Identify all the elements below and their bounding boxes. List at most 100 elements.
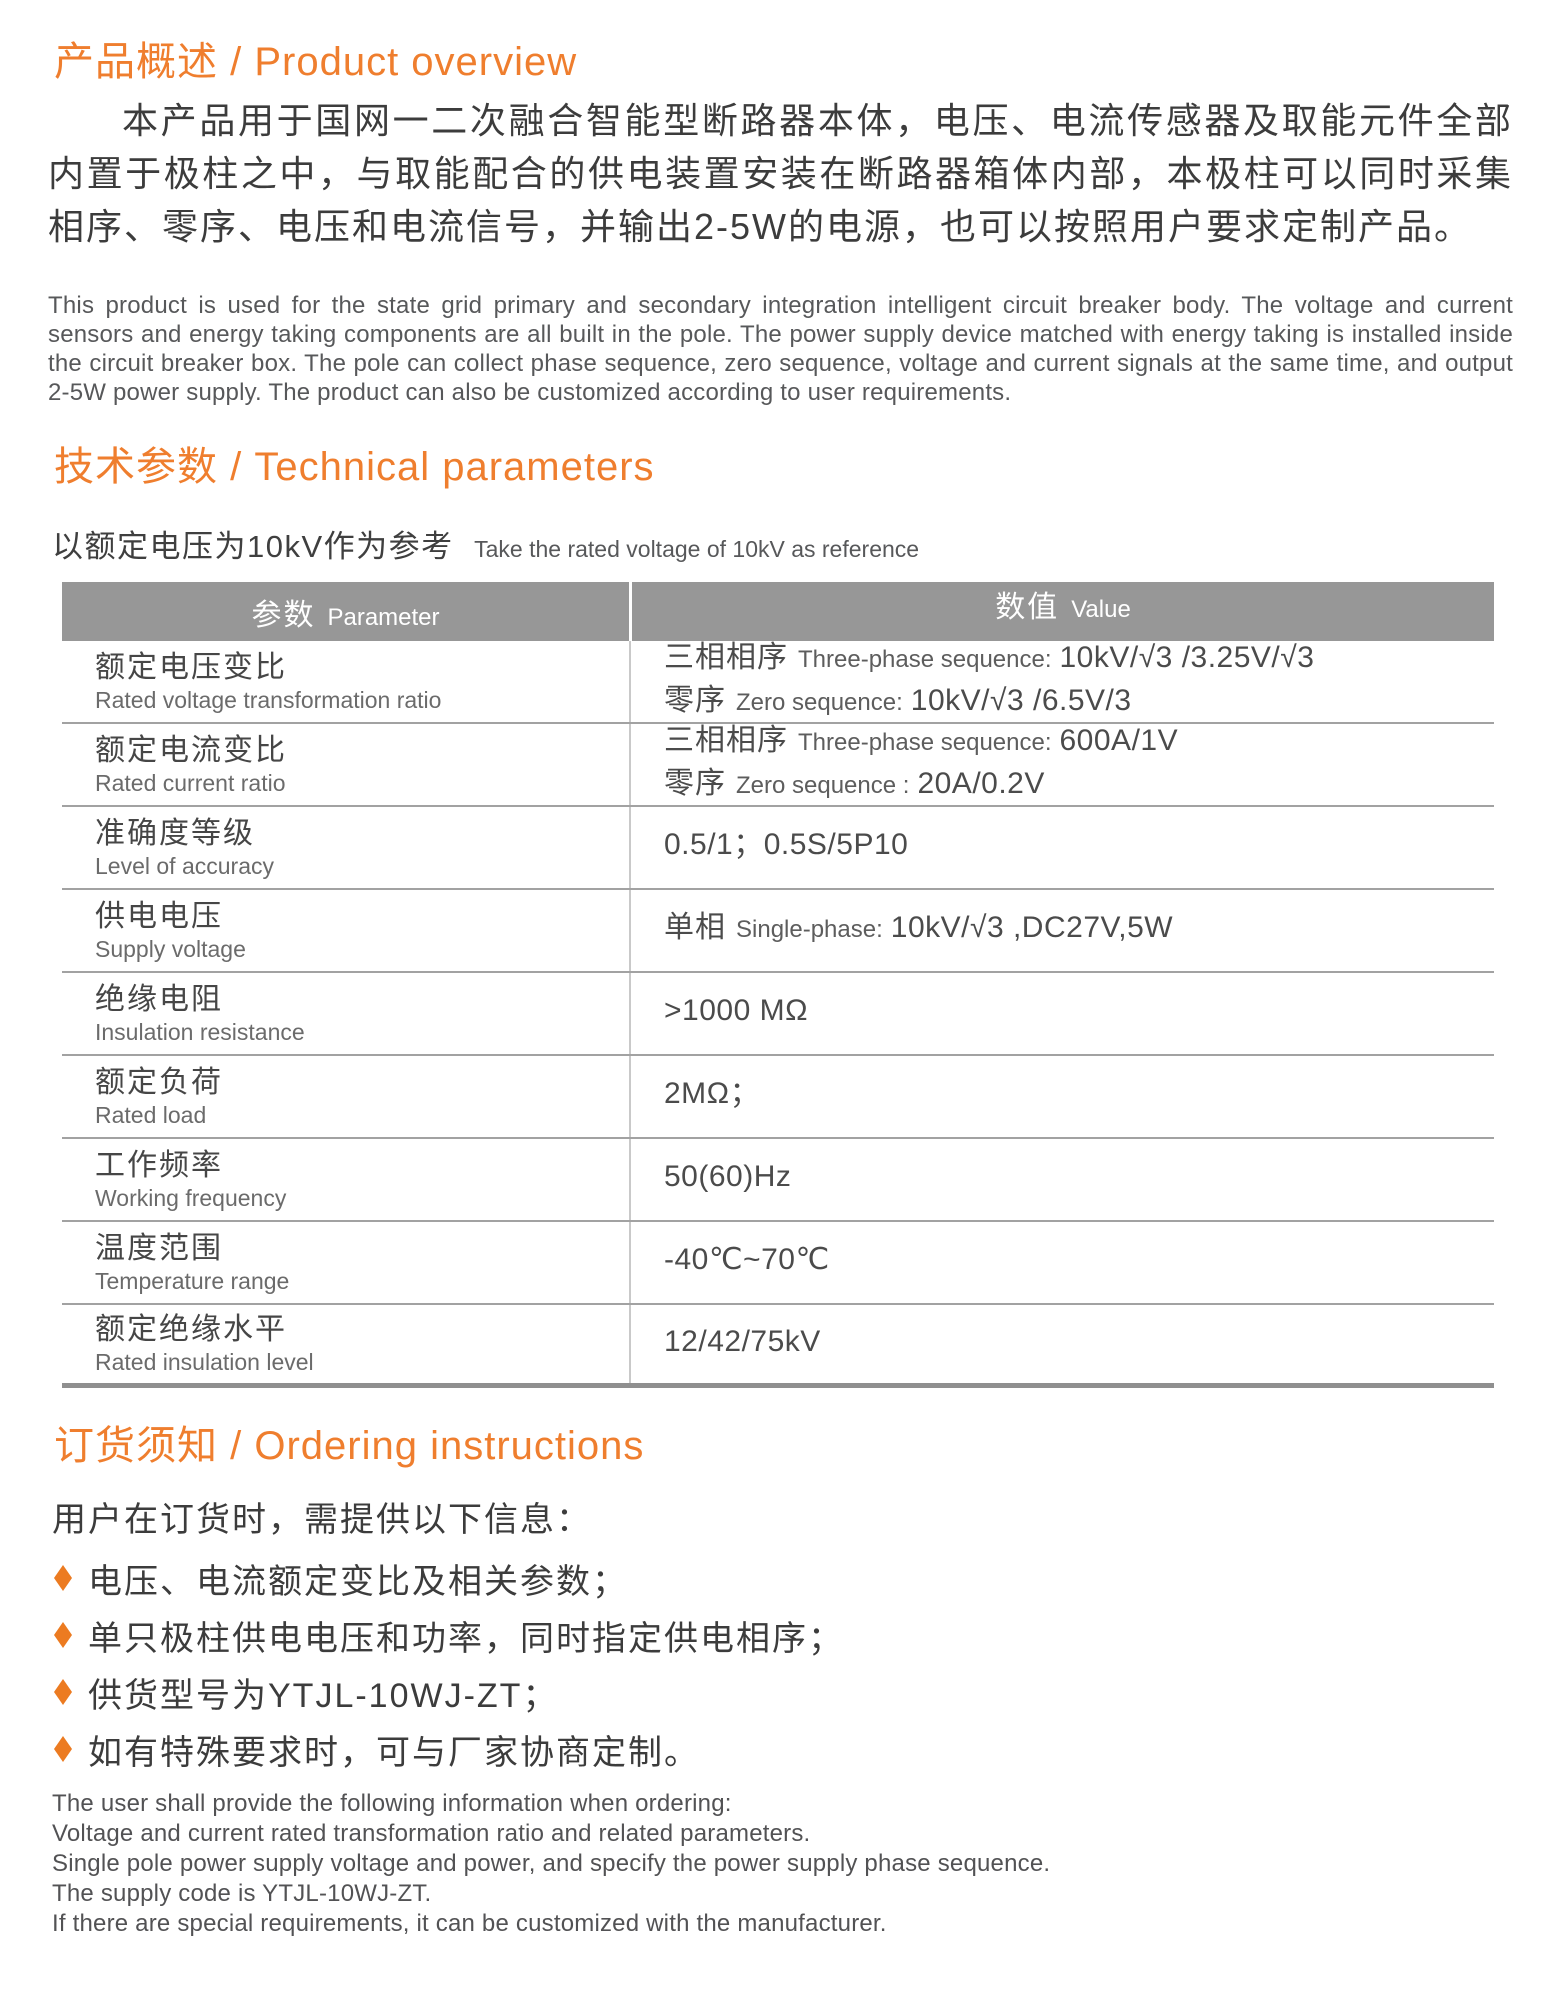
table-row: 额定负荷 Rated load 2MΩ；: [62, 1056, 1494, 1139]
parameter-name-cn: 额定绝缘水平: [95, 1313, 287, 1346]
value-line: 50(60)Hz: [664, 1158, 1494, 1201]
header-value-en: Value: [1071, 596, 1131, 623]
value-label-cn: 三相相序: [664, 723, 788, 757]
value-line: 三相相序 Three-phase sequence: 10kV/√3 /3.25V/…: [664, 639, 1494, 682]
value-text: >1000 MΩ: [664, 994, 809, 1027]
parameter-name-en: Rated current ratio: [95, 769, 286, 796]
parameter-name-cn: 额定电流变比: [95, 733, 287, 767]
reference-note-en: Take the rated voltage of 10kV as refere…: [474, 536, 920, 562]
parameter-cell: 准确度等级 Level of accuracy: [62, 807, 629, 888]
value-line: 三相相序 Three-phase sequence: 600A/1V: [664, 722, 1494, 765]
value-line: 12/42/75kV: [664, 1323, 1494, 1366]
table-header-row: 参数 Parameter 数值 Value: [62, 582, 1494, 641]
value-label-en: Single-phase:: [736, 916, 883, 943]
list-item: 如有特殊要求时，可与厂家协商定制。: [48, 1729, 1513, 1772]
footer-line: The user shall provide the following inf…: [52, 1790, 732, 1817]
diamond-bullet-icon: [54, 1736, 72, 1762]
table-row: 额定电流变比 Rated current ratio 三相相序 Three-pha…: [62, 724, 1494, 807]
table-row: 温度范围 Temperature range -40℃~70℃: [62, 1222, 1494, 1305]
value-cell: 2MΩ；: [629, 1056, 1494, 1137]
header-value-cn: 数值: [995, 591, 1060, 624]
bullet-text: 单只极柱供电电压和功率，同时指定供电相序；: [88, 1619, 844, 1658]
parameter-name-cn: 供电电压: [95, 899, 223, 933]
bullet-text: 如有特殊要求时，可与厂家协商定制。: [88, 1733, 700, 1772]
value-line: -40℃~70℃: [664, 1241, 1494, 1284]
list-item: 电压、电流额定变比及相关参数；: [48, 1558, 1513, 1601]
diamond-bullet-icon: [54, 1679, 72, 1705]
footer-line: The supply code is YTJL-10WJ-ZT.: [52, 1880, 432, 1907]
parameter-name-en: Rated insulation level: [95, 1349, 314, 1375]
parameter-cell: 绝缘电阻 Insulation resistance: [62, 973, 629, 1054]
value-cell: 12/42/75kV: [629, 1305, 1494, 1383]
value-label-en: Zero sequence:: [736, 688, 903, 716]
parameter-name-en: Level of accuracy: [95, 852, 274, 879]
value-cell: 三相相序 Three-phase sequence: 600A/1V 零序 Zero …: [629, 724, 1494, 805]
parameter-name-en: Temperature range: [95, 1267, 290, 1294]
ordering-footer: The user shall provide the following inf…: [52, 1789, 1513, 1939]
value-cell: 单相 Single-phase: 10kV/√3 ,DC27V,5W: [629, 890, 1494, 971]
value-label-cn: 单相: [664, 911, 726, 944]
parameter-name-en: Rated load: [95, 1101, 207, 1128]
value-label-en: Three-phase sequence:: [798, 728, 1052, 756]
table-row: 额定电压变比 Rated voltage transformation rati…: [62, 641, 1494, 724]
table-row: 供电电压 Supply voltage 单相 Single-phase: 10kV/…: [62, 890, 1494, 973]
parameter-cell: 额定电压变比 Rated voltage transformation rati…: [62, 641, 629, 722]
value-line: >1000 MΩ: [664, 992, 1494, 1035]
value-cell: 50(60)Hz: [629, 1139, 1494, 1220]
ordering-intro: 用户在订货时，需提供以下信息：: [52, 1501, 592, 1539]
table-row: 额定绝缘水平 Rated insulation level 12/42/75kV: [62, 1305, 1494, 1388]
footer-line: Single pole power supply voltage and pow…: [52, 1850, 1051, 1877]
parameter-cell: 额定电流变比 Rated current ratio: [62, 724, 629, 805]
parameter-cell: 额定绝缘水平 Rated insulation level: [62, 1305, 629, 1383]
table-row: 准确度等级 Level of accuracy 0.5/1；0.5S/5P10: [62, 807, 1494, 890]
value-label-en: Zero sequence :: [736, 771, 910, 799]
value-text: 12/42/75kV: [664, 1324, 821, 1358]
value-text: 10kV/√3 /6.5V/3: [910, 683, 1132, 717]
overview-paragraph-cn: 本产品用于国网一二次融合智能型断路器本体，电压、电流传感器及取能元件全部内置于极…: [48, 100, 1513, 247]
value-line: 零序 Zero sequence :20A/0.2V: [664, 765, 1494, 808]
header-parameter-cn: 参数: [251, 598, 316, 632]
parameter-name-cn: 绝缘电阻: [95, 982, 223, 1016]
table-row: 绝缘电阻 Insulation resistance >1000 MΩ: [62, 973, 1494, 1056]
table-row: 工作频率 Working frequency 50(60)Hz: [62, 1139, 1494, 1222]
ordering-heading: 订货须知 / Ordering instructions: [54, 1424, 645, 1468]
value-text: 10kV/√3 /3.25V/√3: [1059, 640, 1315, 674]
footer-line: If there are special requirements, it ca…: [52, 1910, 887, 1937]
parameter-name-en: Insulation resistance: [95, 1018, 305, 1045]
value-line: 单相 Single-phase: 10kV/√3 ,DC27V,5W: [664, 909, 1494, 952]
value-text: 0.5/1；0.5S/5P10: [664, 828, 909, 861]
value-label-cn: 零序: [664, 683, 726, 717]
value-label-cn: 三相相序: [664, 640, 788, 674]
parameter-name-cn: 准确度等级: [95, 816, 255, 850]
value-line: 0.5/1；0.5S/5P10: [664, 826, 1494, 869]
header-cell-value: 数值 Value: [629, 582, 1494, 641]
footer-line: Voltage and current rated transformation…: [52, 1820, 811, 1847]
parameter-cell: 温度范围 Temperature range: [62, 1222, 629, 1303]
parameter-name-cn: 工作频率: [95, 1148, 223, 1182]
parameter-cell: 额定负荷 Rated load: [62, 1056, 629, 1137]
value-line: 2MΩ；: [664, 1075, 1494, 1118]
parameter-cell: 供电电压 Supply voltage: [62, 890, 629, 971]
parameter-name-cn: 额定电压变比: [95, 650, 287, 684]
value-text: 2MΩ；: [664, 1077, 761, 1110]
value-cell: 三相相序 Three-phase sequence: 10kV/√3 /3.25V/…: [629, 641, 1494, 722]
header-parameter-en: Parameter: [327, 603, 440, 631]
value-cell: -40℃~70℃: [629, 1222, 1494, 1303]
value-text: 20A/0.2V: [917, 766, 1045, 800]
value-cell: >1000 MΩ: [629, 973, 1494, 1054]
parameter-name-en: Supply voltage: [95, 935, 246, 962]
bullet-text: 供货型号为YTJL-10WJ-ZT；: [88, 1676, 559, 1715]
value-cell: 0.5/1；0.5S/5P10: [629, 807, 1494, 888]
value-line: 零序 Zero sequence: 10kV/√3 /6.5V/3: [664, 682, 1494, 725]
parameter-name-en: Rated voltage transformation ratio: [95, 686, 442, 713]
parameter-name-cn: 额定负荷: [95, 1065, 223, 1099]
overview-paragraph-en: This product is used for the state grid …: [48, 292, 1513, 406]
diamond-bullet-icon: [54, 1565, 72, 1591]
value-text: 50(60)Hz: [664, 1160, 792, 1193]
value-text: 600A/1V: [1059, 723, 1179, 757]
overview-heading: 产品概述 / Product overview: [54, 40, 578, 84]
value-text: 10kV/√3 ,DC27V,5W: [890, 911, 1174, 944]
parameters-table: 参数 Parameter 数值 Value 额定电压变比 Rated volta…: [62, 582, 1494, 1388]
value-label-cn: 零序: [664, 766, 726, 800]
